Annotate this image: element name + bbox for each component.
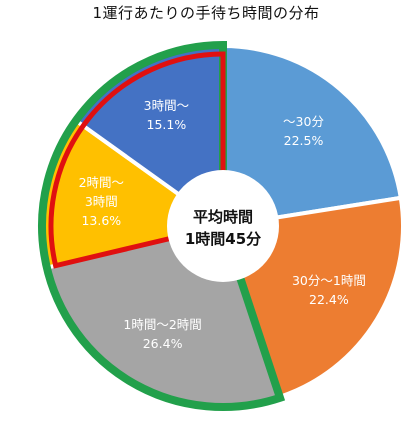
slice-1-category-label: ～30分 [283,114,324,129]
center-label-line-2: 1時間45分 [185,230,261,248]
center-label-line-1: 平均時間 [193,208,253,226]
pie-slice-1 [221,43,404,229]
slice-4-value-label: 13.6% [81,213,121,228]
slice-5-category-label: 3時間～ [144,98,189,113]
red-highlight-outline [48,51,226,269]
slice-4-category-label: 2時間～ [79,175,124,190]
slice-3-value-label: 26.4% [143,336,183,351]
chart-title: 1運行あたりの手待ち時間の分布 [92,4,320,22]
slice-4-category-label: 3時間 [85,194,118,209]
center-hole [167,170,279,282]
green-highlight-outline [38,40,286,411]
slice-1-value-label: 22.5% [284,133,324,148]
slice-2-value-label: 22.4% [309,292,349,307]
slice-3-category-label: 1時間～2時間 [123,317,201,332]
slice-5-value-label: 15.1% [147,117,187,132]
highlight-outlines [38,40,286,411]
slice-2-category-label: 30分～1時間 [292,273,366,288]
labels-group: ～30分 22.5% 30分～1時間 22.4% 1時間～2時間 26.4% 2時間～ 3時間… [79,98,366,351]
